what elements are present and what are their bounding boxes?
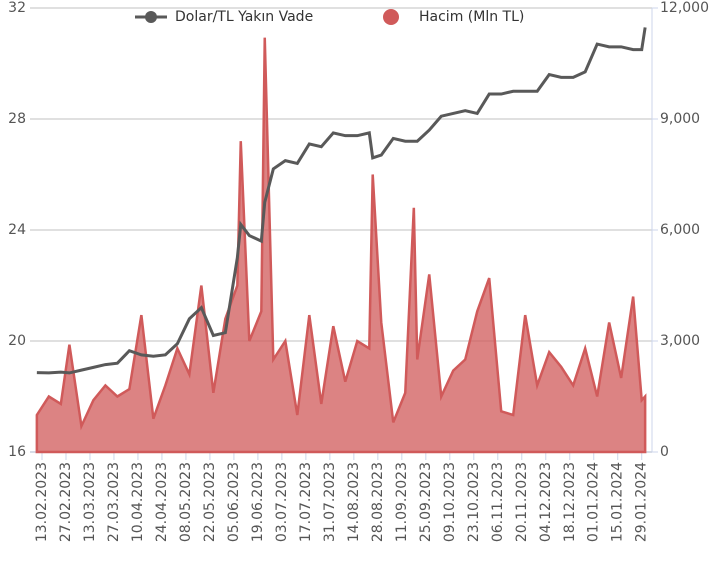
x-tick-label: 11.09.2023 — [394, 462, 410, 542]
x-tick-label: 15.01.2024 — [610, 462, 626, 542]
x-tick-label: 28.08.2023 — [370, 462, 386, 542]
legend-label: Hacim (Mln TL) — [419, 9, 524, 25]
y-tick-label: 28 — [8, 111, 26, 127]
x-tick-label: 19.06.2023 — [250, 462, 266, 542]
y-tick-label: 24 — [8, 222, 26, 238]
legend-marker — [383, 9, 399, 25]
volume-area — [35, 37, 647, 454]
y-tick-label: 20 — [8, 333, 26, 349]
x-tick-label: 14.08.2023 — [346, 462, 362, 542]
y-tick-label: 16 — [8, 444, 26, 460]
x-tick-label: 29.01.2024 — [634, 462, 650, 542]
y2-tick-label: 3,000 — [660, 333, 700, 349]
y2-tick-label: 6,000 — [660, 222, 700, 238]
x-tick-label: 05.06.2023 — [226, 462, 242, 542]
x-tick-label: 09.10.2023 — [442, 462, 458, 542]
x-tick-label: 13.02.2023 — [34, 462, 50, 542]
x-tick-label: 03.07.2023 — [274, 462, 290, 542]
x-tick-label: 20.11.2023 — [514, 462, 530, 542]
x-tick-label: 23.10.2023 — [466, 462, 482, 542]
x-tick-label: 18.12.2023 — [562, 462, 578, 542]
legend-label: Dolar/TL Yakın Vade — [175, 9, 313, 25]
x-tick-label: 31.07.2023 — [322, 462, 338, 542]
y2-tick-label: 0 — [660, 444, 669, 460]
y2-tick-label: 9,000 — [660, 111, 700, 127]
x-tick-label: 10.04.2023 — [130, 462, 146, 542]
x-tick-label: 08.05.2023 — [178, 462, 194, 542]
x-tick-label: 06.11.2023 — [490, 462, 506, 542]
x-tick-label: 17.07.2023 — [298, 462, 314, 542]
price-line — [36, 27, 647, 375]
x-tick-label: 01.01.2024 — [586, 462, 602, 542]
x-tick-label: 27.03.2023 — [106, 462, 122, 542]
x-tick-label: 24.04.2023 — [154, 462, 170, 542]
x-tick-label: 13.03.2023 — [82, 462, 98, 542]
x-tick-label: 25.09.2023 — [418, 462, 434, 542]
x-tick-label: 04.12.2023 — [538, 462, 554, 542]
y-tick-label: 32 — [8, 0, 26, 16]
x-tick-label: 22.05.2023 — [202, 462, 218, 542]
y2-tick-label: 12,000 — [660, 0, 709, 16]
x-tick-label: 27.02.2023 — [58, 462, 74, 542]
legend-marker — [145, 11, 157, 23]
